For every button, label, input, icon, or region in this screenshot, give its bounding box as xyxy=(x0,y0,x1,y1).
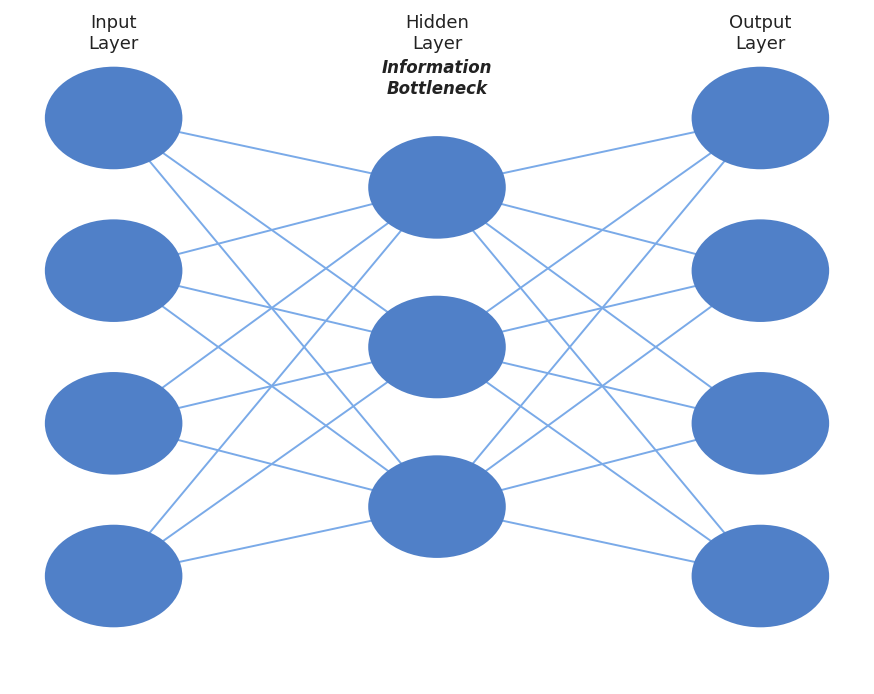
Text: Input
Layer: Input Layer xyxy=(88,14,139,53)
Text: Information
Bottleneck: Information Bottleneck xyxy=(382,59,492,98)
Ellipse shape xyxy=(692,221,829,321)
Ellipse shape xyxy=(46,221,182,321)
Ellipse shape xyxy=(46,526,182,626)
Ellipse shape xyxy=(692,373,829,473)
Ellipse shape xyxy=(692,68,829,168)
Ellipse shape xyxy=(369,297,505,397)
Ellipse shape xyxy=(369,457,505,557)
Text: Hidden
Layer: Hidden Layer xyxy=(405,14,469,53)
Ellipse shape xyxy=(692,526,829,626)
Ellipse shape xyxy=(46,68,182,168)
Ellipse shape xyxy=(369,137,505,237)
Ellipse shape xyxy=(46,373,182,473)
Text: Output
Layer: Output Layer xyxy=(729,14,792,53)
